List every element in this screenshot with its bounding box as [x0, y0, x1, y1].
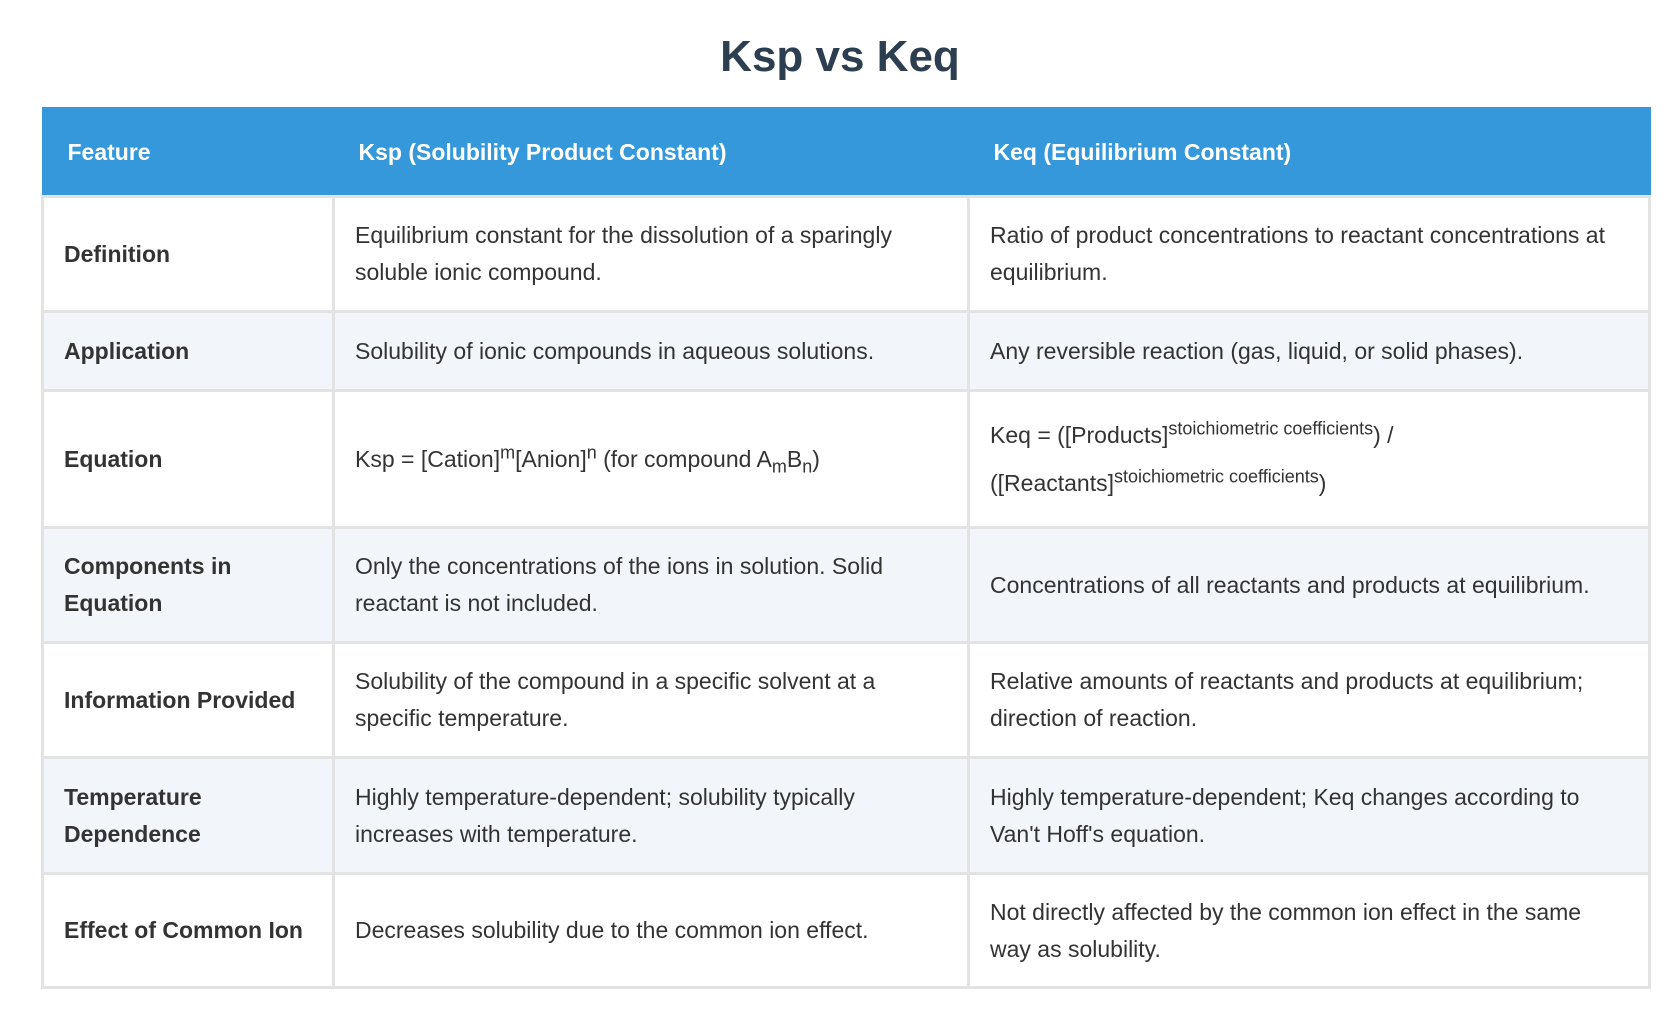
table-body: Definition Equilibrium constant for the …	[41, 195, 1651, 989]
feature-cell: Application	[41, 310, 335, 392]
ksp-cell: Highly temperature-dependent; solubility…	[332, 756, 970, 875]
superscript: stoichiometric coefficients	[1114, 466, 1319, 487]
ksp-cell: Only the concentrations of the ions in s…	[332, 526, 970, 644]
row: Temperature Dependence Highly temperatur…	[41, 756, 1651, 875]
ksp-cell: Equilibrium constant for the dissolution…	[332, 195, 970, 313]
subscript: m	[771, 456, 787, 477]
keq-cell: Concentrations of all reactants and prod…	[967, 526, 1651, 644]
keq-cell: Any reversible reaction (gas, liquid, or…	[967, 310, 1651, 392]
header-row: Feature Ksp (Solubility Product Constant…	[41, 107, 1651, 198]
feature-cell: Components in Equation	[41, 526, 335, 644]
keq-cell: Not directly affected by the common ion …	[967, 872, 1651, 989]
ksp-cell: Decreases solubility due to the common i…	[332, 872, 970, 989]
row: Components in Equation Only the concentr…	[41, 526, 1651, 644]
equation-text: ) / ([Reactants]	[990, 422, 1394, 496]
table-header: Feature Ksp (Solubility Product Constant…	[41, 107, 1651, 198]
keq-cell: Highly temperature-dependent; Keq change…	[967, 756, 1651, 875]
header-cell: Keq (Equilibrium Constant)	[967, 107, 1651, 198]
ksp-cell: Solubility of ionic compounds in aqueous…	[332, 310, 970, 392]
feature-cell: Temperature Dependence	[41, 756, 335, 875]
keq-cell: Relative amounts of reactants and produc…	[967, 641, 1651, 759]
feature-cell: Equation	[41, 389, 335, 529]
page-title: Ksp vs Keq	[720, 32, 960, 81]
ksp-cell: Solubility of the compound in a specific…	[332, 641, 970, 759]
header-cell: Feature	[41, 107, 335, 198]
equation-text: [Anion]	[515, 445, 587, 472]
comparison-table: Feature Ksp (Solubility Product Constant…	[41, 107, 1651, 989]
subscript: n	[802, 456, 813, 477]
keq-cell: Keq = ([Products]stoichiometric coeffici…	[967, 389, 1651, 529]
equation-text: )	[1318, 470, 1327, 496]
equation-text: Keq = ([Products]	[990, 422, 1169, 448]
feature-cell: Definition	[41, 195, 335, 313]
superscript: stoichiometric coefficients	[1168, 418, 1374, 439]
row: Definition Equilibrium constant for the …	[41, 195, 1651, 313]
row: Equation Ksp = [Cation]m[Anion]n (for co…	[41, 389, 1651, 529]
equation-text: (for compound A	[596, 445, 772, 472]
ksp-cell: Ksp = [Cation]m[Anion]n (for compound Am…	[332, 389, 970, 529]
row: Effect of Common Ion Decreases solubilit…	[41, 872, 1651, 989]
superscript: n	[586, 441, 597, 462]
equation-text: )	[812, 445, 820, 472]
feature-cell: Information Provided	[41, 641, 335, 759]
header-cell: Ksp (Solubility Product Constant)	[332, 107, 970, 198]
equation-text: B	[786, 445, 803, 472]
row: Application Solubility of ionic compound…	[41, 310, 1651, 392]
keq-cell: Ratio of product concentrations to react…	[967, 195, 1651, 313]
equation-text: Ksp = [Cation]	[355, 445, 501, 472]
feature-cell: Effect of Common Ion	[41, 872, 335, 989]
row: Information Provided Solubility of the c…	[41, 641, 1651, 759]
superscript: m	[500, 441, 516, 462]
